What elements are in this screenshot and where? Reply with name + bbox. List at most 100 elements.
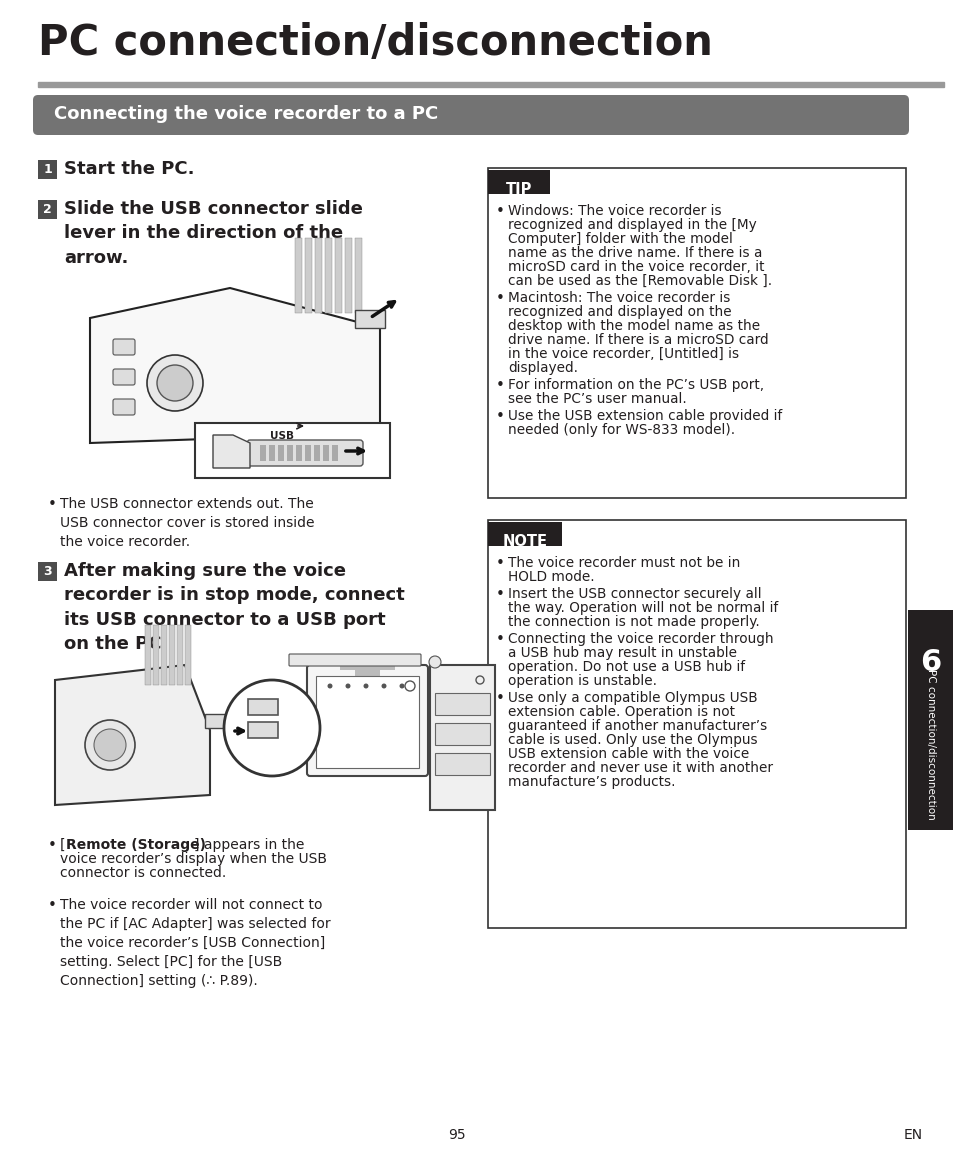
Bar xyxy=(435,753,490,775)
FancyBboxPatch shape xyxy=(33,95,908,135)
Bar xyxy=(355,310,385,328)
Bar xyxy=(295,445,302,461)
Bar xyxy=(435,723,490,745)
Text: 6: 6 xyxy=(920,648,941,677)
Bar xyxy=(38,200,57,219)
Text: •: • xyxy=(496,691,504,706)
Text: recorder and never use it with another: recorder and never use it with another xyxy=(507,761,772,775)
Text: 1: 1 xyxy=(43,163,51,176)
Text: •: • xyxy=(496,556,504,571)
Text: connector is connected.: connector is connected. xyxy=(60,866,226,880)
FancyBboxPatch shape xyxy=(112,400,135,415)
Text: •: • xyxy=(496,632,504,647)
Text: TIP: TIP xyxy=(505,182,532,197)
Text: PC connection/disconnection: PC connection/disconnection xyxy=(38,22,712,64)
Bar xyxy=(335,239,341,313)
Text: NOTE: NOTE xyxy=(502,534,547,549)
Text: Connecting the voice recorder to a PC: Connecting the voice recorder to a PC xyxy=(54,105,437,123)
Text: operation is unstable.: operation is unstable. xyxy=(507,674,657,688)
Text: Insert the USB connector securely all: Insert the USB connector securely all xyxy=(507,587,760,601)
Bar xyxy=(269,445,274,461)
Bar xyxy=(185,625,191,686)
Bar xyxy=(435,692,490,714)
Circle shape xyxy=(85,720,135,770)
Bar xyxy=(145,625,151,686)
Text: operation. Do not use a USB hub if: operation. Do not use a USB hub if xyxy=(507,660,744,674)
Text: voice recorder’s display when the USB: voice recorder’s display when the USB xyxy=(60,852,327,866)
Text: cable is used. Only use the Olympus: cable is used. Only use the Olympus xyxy=(507,733,757,747)
Text: Use only a compatible Olympus USB: Use only a compatible Olympus USB xyxy=(507,691,757,705)
Text: a USB hub may result in unstable: a USB hub may result in unstable xyxy=(507,646,737,660)
Bar xyxy=(277,445,284,461)
Bar xyxy=(38,160,57,179)
Bar xyxy=(488,520,905,928)
Polygon shape xyxy=(55,665,210,805)
Bar xyxy=(355,668,379,680)
Text: Use the USB extension cable provided if: Use the USB extension cable provided if xyxy=(507,409,781,423)
Circle shape xyxy=(157,365,193,401)
Bar xyxy=(355,239,361,313)
Bar xyxy=(488,522,561,547)
Polygon shape xyxy=(213,435,250,468)
Text: The voice recorder must not be in: The voice recorder must not be in xyxy=(507,556,740,570)
Text: After making sure the voice
recorder is in stop mode, connect
its USB connector : After making sure the voice recorder is … xyxy=(64,562,404,653)
Text: name as the drive name. If there is a: name as the drive name. If there is a xyxy=(507,245,761,261)
Polygon shape xyxy=(90,288,379,444)
FancyBboxPatch shape xyxy=(247,440,363,466)
Bar xyxy=(169,625,174,686)
Text: in the voice recorder, [Untitled] is: in the voice recorder, [Untitled] is xyxy=(507,347,739,361)
FancyBboxPatch shape xyxy=(112,369,135,384)
Bar xyxy=(315,676,418,768)
FancyBboxPatch shape xyxy=(289,654,420,666)
Text: HOLD mode.: HOLD mode. xyxy=(507,570,594,584)
Bar xyxy=(430,665,495,809)
Text: •: • xyxy=(496,204,504,219)
Bar xyxy=(205,714,227,728)
Text: USB extension cable with the voice: USB extension cable with the voice xyxy=(507,747,748,761)
Bar xyxy=(177,625,183,686)
Text: Macintosh: The voice recorder is: Macintosh: The voice recorder is xyxy=(507,291,730,305)
Bar xyxy=(248,699,277,714)
Text: PC connection/disconnection: PC connection/disconnection xyxy=(925,669,935,820)
Text: [: [ xyxy=(60,838,66,852)
Bar xyxy=(161,625,167,686)
Circle shape xyxy=(224,680,319,776)
Bar xyxy=(345,239,352,313)
Text: drive name. If there is a microSD card: drive name. If there is a microSD card xyxy=(507,334,768,347)
Text: •: • xyxy=(48,897,57,913)
Text: •: • xyxy=(48,497,57,512)
Bar xyxy=(248,721,277,738)
Bar xyxy=(305,239,312,313)
Circle shape xyxy=(345,683,350,689)
Bar xyxy=(294,239,302,313)
Text: Computer] folder with the model: Computer] folder with the model xyxy=(507,232,732,245)
Text: For information on the PC’s USB port,: For information on the PC’s USB port, xyxy=(507,378,763,393)
Text: displayed.: displayed. xyxy=(507,361,578,375)
Text: Remote (Storage): Remote (Storage) xyxy=(66,838,206,852)
Text: desktop with the model name as the: desktop with the model name as the xyxy=(507,318,760,334)
Bar xyxy=(38,82,943,87)
Bar xyxy=(314,239,322,313)
Text: manufacture’s products.: manufacture’s products. xyxy=(507,775,675,789)
Text: 2: 2 xyxy=(43,203,51,217)
Text: •: • xyxy=(496,409,504,424)
Circle shape xyxy=(399,683,404,689)
Bar xyxy=(325,239,332,313)
Text: guaranteed if another manufacturer’s: guaranteed if another manufacturer’s xyxy=(507,719,766,733)
Text: 3: 3 xyxy=(43,565,51,578)
FancyBboxPatch shape xyxy=(194,423,390,478)
Text: The voice recorder will not connect to
the PC if [AC Adapter] was selected for
t: The voice recorder will not connect to t… xyxy=(60,897,331,988)
Bar xyxy=(339,664,395,670)
Bar xyxy=(152,625,159,686)
Text: microSD card in the voice recorder, it: microSD card in the voice recorder, it xyxy=(507,261,763,274)
Bar xyxy=(287,445,293,461)
Bar xyxy=(488,170,550,195)
Text: needed (only for WS-833 model).: needed (only for WS-833 model). xyxy=(507,423,735,437)
Text: Windows: The voice recorder is: Windows: The voice recorder is xyxy=(507,204,720,218)
Text: Start the PC.: Start the PC. xyxy=(64,160,194,178)
Text: Slide the USB connector slide
lever in the direction of the
arrow.: Slide the USB connector slide lever in t… xyxy=(64,200,362,266)
Text: extension cable. Operation is not: extension cable. Operation is not xyxy=(507,705,734,719)
Text: ] appears in the: ] appears in the xyxy=(193,838,304,852)
Text: recognized and displayed on the: recognized and displayed on the xyxy=(507,305,731,318)
Text: •: • xyxy=(496,291,504,306)
